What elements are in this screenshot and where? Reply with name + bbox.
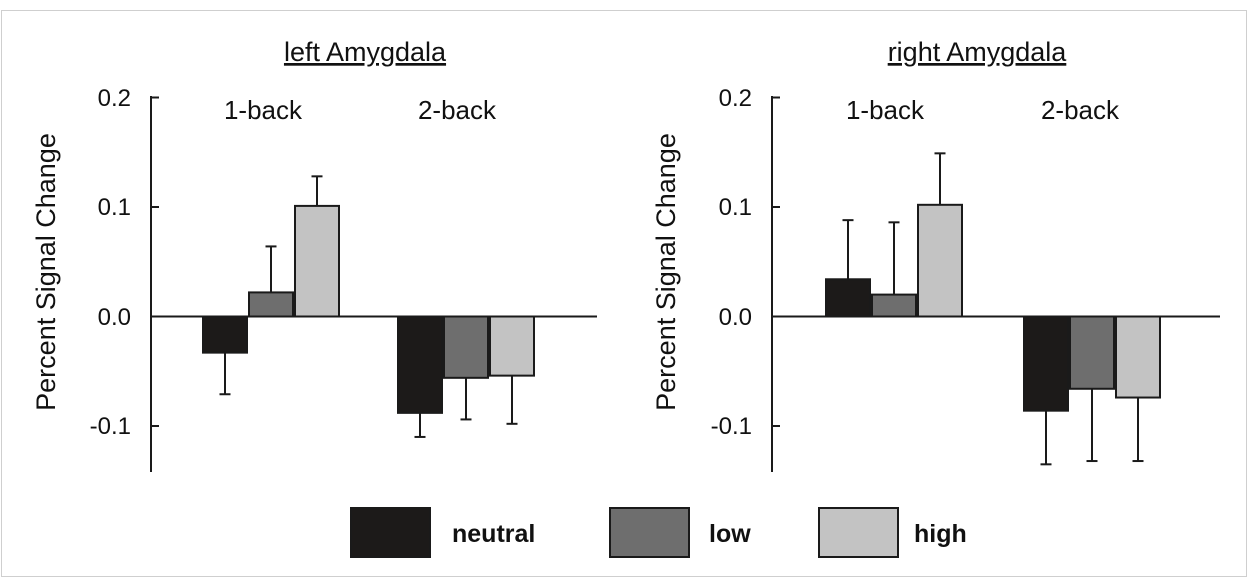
legend-swatch-neutral xyxy=(350,507,431,558)
bar-marks xyxy=(150,96,597,472)
category-label: 2-back xyxy=(418,95,497,125)
panel-title: left Amygdala xyxy=(284,37,447,67)
panel-title: right Amygdala xyxy=(888,37,1068,67)
y-axis-label: Percent Signal Change xyxy=(31,133,61,411)
legend: neutral low high xyxy=(350,507,967,558)
bar-high xyxy=(1115,315,1161,399)
y-axis-label: Percent Signal Change xyxy=(651,133,681,411)
legend-label-high: high xyxy=(914,520,967,548)
legend-swatch-high xyxy=(818,507,899,558)
figure-frame xyxy=(1,10,1247,577)
bar-low xyxy=(443,315,489,379)
panel-left-amygdala: left Amygdala Percent Signal Change 1-ba… xyxy=(31,37,597,472)
y-tick-label: 0.0 xyxy=(98,304,131,331)
bar-neutral xyxy=(1023,315,1069,412)
y-tick-label: 0.2 xyxy=(98,85,131,112)
bar-low xyxy=(248,291,294,318)
category-label: 1-back xyxy=(846,95,925,125)
legend-label-neutral: neutral xyxy=(452,520,535,548)
bar-neutral xyxy=(202,315,248,354)
bar-low xyxy=(871,293,917,318)
category-label: 1-back xyxy=(224,95,303,125)
y-tick-label: 0.0 xyxy=(719,304,752,331)
bar-high xyxy=(294,204,340,318)
panel-right-amygdala: right Amygdala Percent Signal Change 1-b… xyxy=(651,37,1220,472)
y-tick-label: 0.2 xyxy=(719,85,752,112)
bar-low xyxy=(1069,315,1115,390)
y-tick-label: -0.1 xyxy=(90,413,131,440)
category-label: 2-back xyxy=(1041,95,1120,125)
bar-high xyxy=(489,315,535,377)
bar-marks xyxy=(771,96,1220,472)
legend-label-low: low xyxy=(709,520,751,548)
y-tick-label: 0.1 xyxy=(719,194,752,221)
y-tick-label: -0.1 xyxy=(711,413,752,440)
legend-swatch-low xyxy=(609,507,690,558)
bar-high xyxy=(917,203,963,318)
bar-neutral xyxy=(825,278,871,318)
y-tick-label: 0.1 xyxy=(98,194,131,221)
bar-neutral xyxy=(397,315,443,414)
